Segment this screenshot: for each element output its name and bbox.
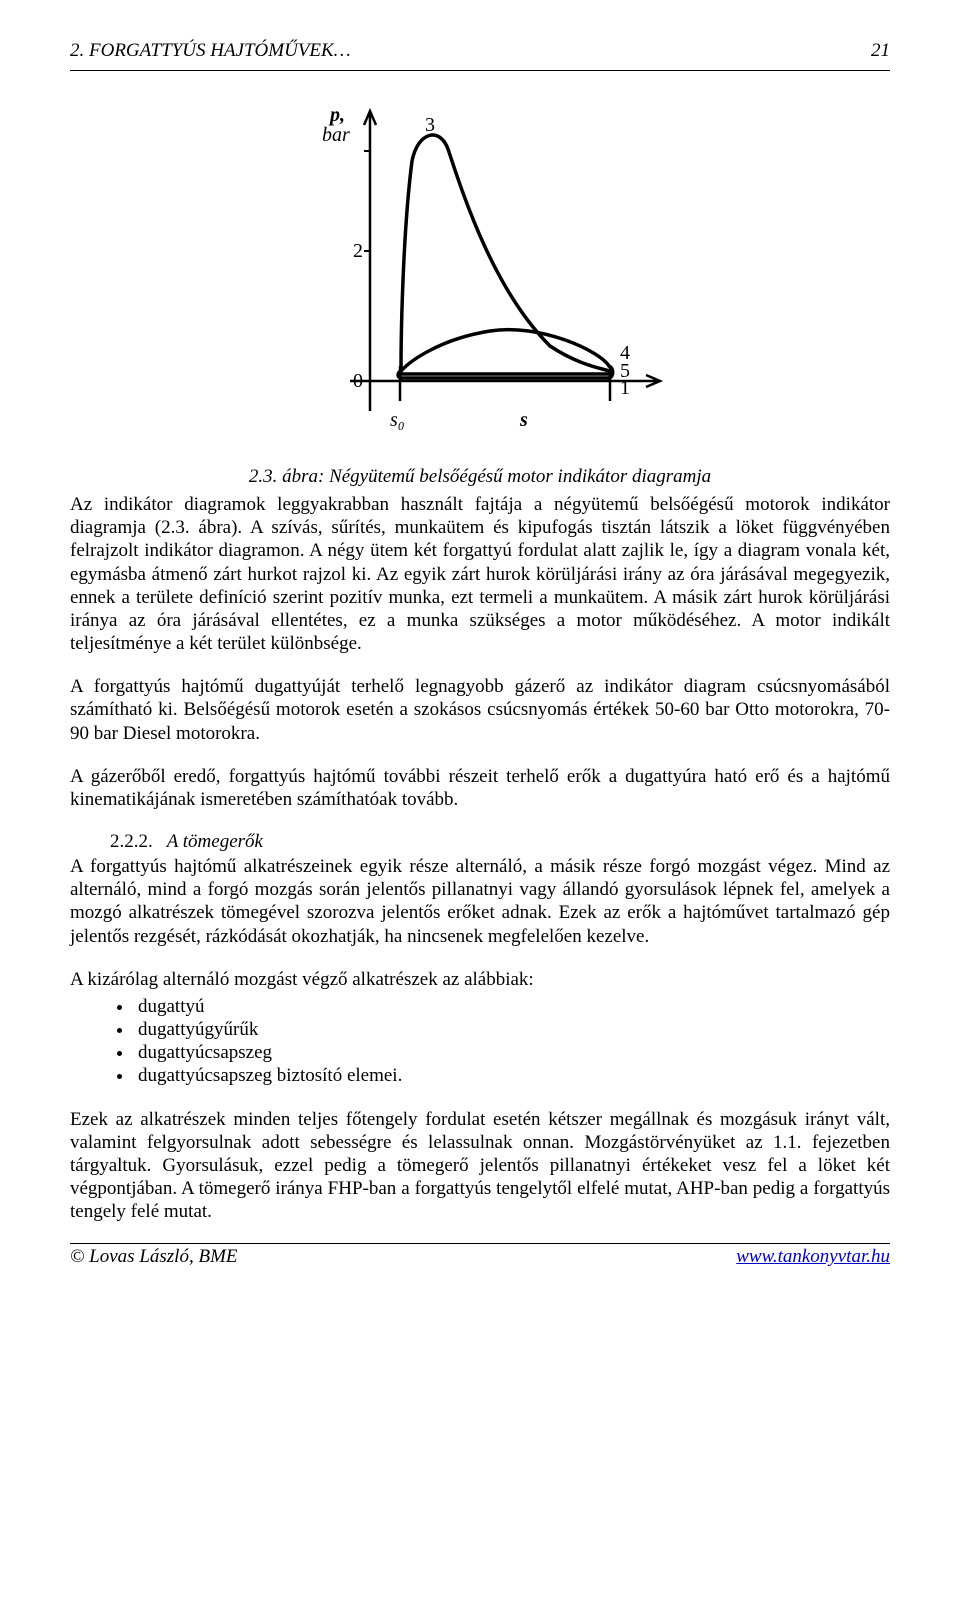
figure-caption: 2.3. ábra: Négyütemű belsőégésű motor in… (70, 466, 890, 488)
indicator-diagram: p, bar 0 2 3 s₀ s 4 5 1 (70, 91, 890, 456)
list-item: dugattyúgyűrűk (134, 1018, 890, 1041)
header-page-number: 21 (871, 40, 890, 62)
footer-copyright: © Lovas László, BME (70, 1246, 238, 1268)
page-footer: © Lovas László, BME www.tankonyvtar.hu (70, 1244, 890, 1268)
diagram-y-label: p, bar (322, 104, 350, 146)
section-number: 2.2.2. (110, 831, 153, 852)
section-title: A tömegerők (167, 831, 263, 852)
page-header: 2. FORGATTYÚS HAJTÓMŰVEK… 21 (70, 40, 890, 62)
section-heading: 2.2.2. A tömegerők (110, 831, 890, 853)
paragraph-3: A gázerőből eredő, forgattyús hajtómű to… (70, 765, 890, 811)
diagram-x-s: s (519, 409, 528, 431)
paragraph-2: A forgattyús hajtómű dugattyúját terhelő… (70, 675, 890, 745)
diagram-y-tick-0: 0 (353, 370, 363, 392)
header-left: 2. FORGATTYÚS HAJTÓMŰVEK… (70, 40, 351, 62)
diagram-y-tick-2: 2 (353, 240, 363, 262)
list-intro: A kizárólag alternáló mozgást végző alka… (70, 968, 890, 991)
diagram-curve-1: 1 (620, 377, 630, 399)
list-item: dugattyú (134, 995, 890, 1018)
header-divider (70, 70, 890, 71)
bullet-list: dugattyú dugattyúgyűrűk dugattyúcsapszeg… (70, 995, 890, 1088)
paragraph-5: Ezek az alkatrészek minden teljes főteng… (70, 1108, 890, 1224)
diagram-x-s0: s₀ (390, 409, 405, 431)
footer-link[interactable]: www.tankonyvtar.hu (736, 1246, 890, 1268)
diagram-y-tick-3: 3 (425, 114, 435, 136)
paragraph-1: Az indikátor diagramok leggyakrabban has… (70, 493, 890, 655)
list-item: dugattyúcsapszeg (134, 1041, 890, 1064)
list-item: dugattyúcsapszeg biztosító elemei. (134, 1064, 890, 1087)
paragraph-4: A forgattyús hajtómű alkatrészeinek egyi… (70, 855, 890, 948)
